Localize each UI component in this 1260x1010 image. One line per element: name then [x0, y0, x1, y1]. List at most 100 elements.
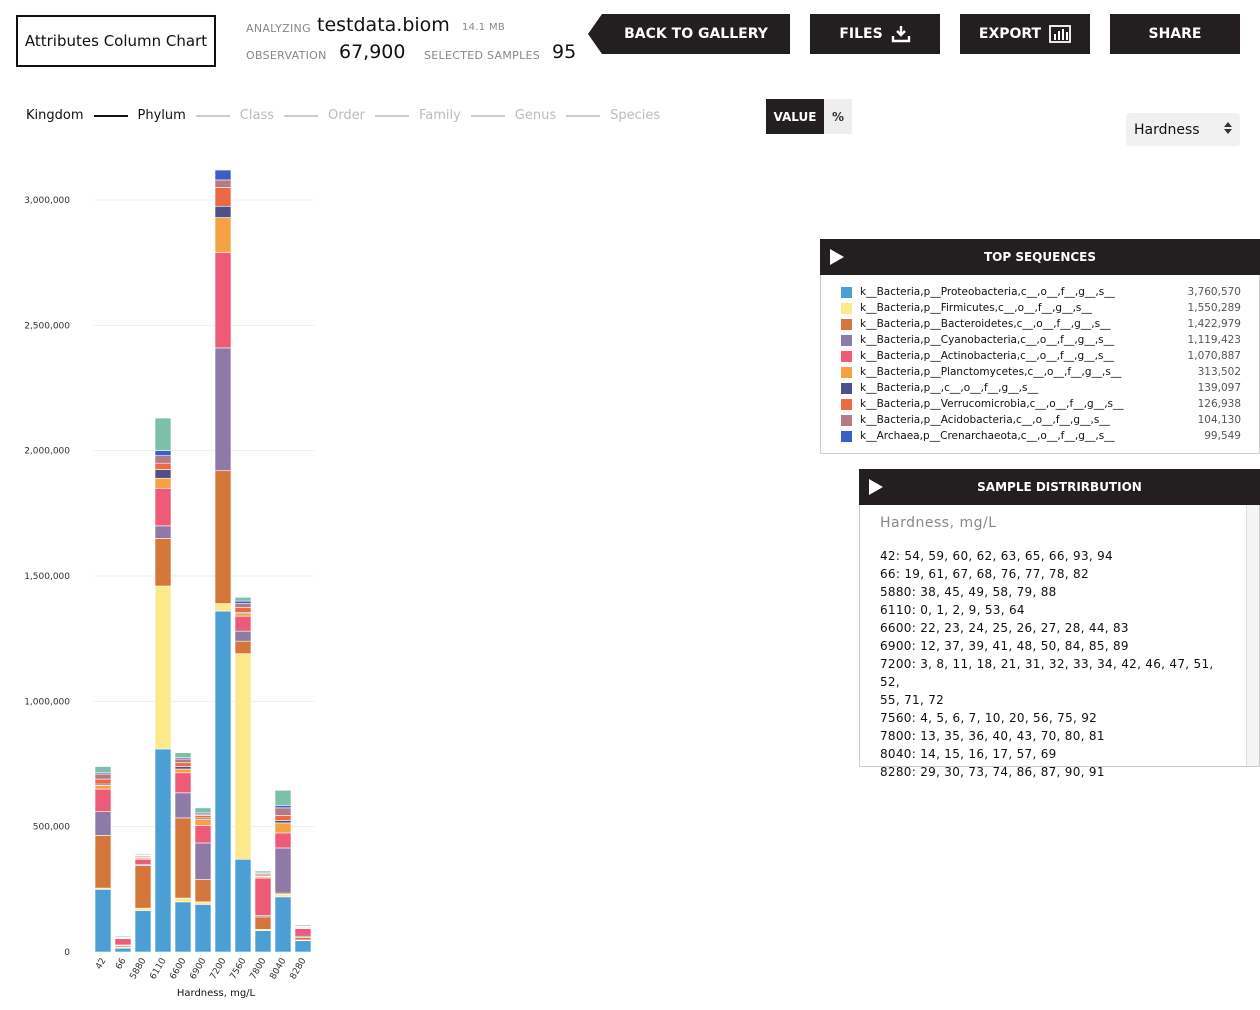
bar-segment[interactable] — [214, 217, 232, 253]
bar-segment[interactable] — [214, 603, 232, 612]
bar-segment[interactable] — [234, 615, 252, 632]
bar-segment[interactable] — [274, 896, 292, 953]
bar-segment[interactable] — [274, 807, 292, 816]
bar-segment[interactable] — [214, 170, 232, 181]
bar-segment[interactable] — [154, 469, 172, 479]
bar-segment[interactable] — [134, 907, 152, 911]
bar-segment[interactable] — [154, 748, 172, 953]
sequence-row[interactable]: k__Bacteria,p__,c__,o__,f__,g__,s__ 139,0… — [841, 380, 1241, 396]
share-button[interactable]: SHARE — [1110, 14, 1240, 54]
sequence-row[interactable]: k__Bacteria,p__Bacteroidetes,c__,o__,f__… — [841, 316, 1241, 332]
back-arrow-notch[interactable] — [588, 14, 602, 54]
sequence-row[interactable]: k__Bacteria,p__Planctomycetes,c__,o__,f_… — [841, 364, 1241, 380]
taxonomy-level-family[interactable]: Family — [418, 108, 461, 123]
bar-segment[interactable] — [154, 462, 172, 470]
bar-segment[interactable] — [134, 910, 152, 953]
bar-segment[interactable] — [194, 818, 212, 826]
bar-segment[interactable] — [214, 347, 232, 472]
bar-segment[interactable] — [234, 607, 252, 613]
bar-segment[interactable] — [254, 877, 272, 916]
sequence-row[interactable]: k__Bacteria,p__Acidobacteria,c__,o__,f__… — [841, 412, 1241, 428]
bar-segment[interactable] — [154, 538, 172, 587]
bar-segment[interactable] — [274, 790, 292, 806]
bar-segment[interactable] — [154, 487, 172, 527]
bar-segment[interactable] — [234, 640, 252, 655]
export-button[interactable]: EXPORT — [960, 14, 1090, 54]
bar-segment[interactable] — [134, 853, 152, 856]
bar-segment[interactable] — [154, 450, 172, 456]
bar-segment[interactable] — [114, 947, 132, 953]
bar-segment[interactable] — [214, 470, 232, 604]
sequence-row[interactable]: k__Archaea,p__Crenarchaeota,c__,o__,f__,… — [841, 428, 1241, 444]
taxonomy-level-kingdom[interactable]: Kingdom — [26, 108, 84, 123]
bar-segment[interactable] — [294, 940, 312, 953]
attribute-select[interactable]: Hardness — [1126, 113, 1240, 146]
bar-segment[interactable] — [254, 916, 272, 930]
bar-segment[interactable] — [114, 938, 132, 946]
bar-segment[interactable] — [194, 842, 212, 880]
bar-segment[interactable] — [274, 820, 292, 824]
bar-segment[interactable] — [114, 935, 132, 938]
top-sequences-header[interactable]: TOP SEQUENCES — [820, 239, 1260, 275]
bar-segment[interactable] — [274, 805, 292, 809]
bar-segment[interactable] — [234, 603, 252, 608]
sequence-row[interactable]: k__Bacteria,p__Actinobacteria,c__,o__,f_… — [841, 348, 1241, 364]
bar-segment[interactable] — [154, 525, 172, 539]
bar-segment[interactable] — [174, 817, 192, 899]
taxonomy-level-genus[interactable]: Genus — [514, 108, 557, 123]
value-toggle-button[interactable]: VALUE — [766, 99, 824, 134]
bar-segment[interactable] — [294, 924, 312, 927]
bar-segment[interactable] — [274, 822, 292, 834]
taxonomy-level-phylum[interactable]: Phylum — [137, 108, 186, 123]
back-to-gallery-button[interactable]: BACK TO GALLERY — [602, 14, 790, 54]
taxonomy-level-class[interactable]: Class — [239, 108, 274, 123]
bar-segment[interactable] — [134, 865, 152, 909]
bar-segment[interactable] — [274, 894, 292, 898]
sequence-row[interactable]: k__Bacteria,p__Proteobacteria,c__,o__,f_… — [841, 284, 1241, 300]
bar-segment[interactable] — [94, 778, 112, 785]
bar-segment[interactable] — [174, 768, 192, 774]
bar-segment[interactable] — [214, 610, 232, 953]
bar-segment[interactable] — [234, 613, 252, 617]
bar-segment[interactable] — [274, 847, 292, 894]
bar-segment[interactable] — [154, 455, 172, 464]
bar-segment[interactable] — [174, 752, 192, 759]
bar-segment[interactable] — [194, 807, 212, 814]
bar-segment[interactable] — [214, 205, 232, 218]
sequence-row[interactable]: k__Bacteria,p__Cyanobacteria,c__,o__,f__… — [841, 332, 1241, 348]
bar-segment[interactable] — [194, 879, 212, 903]
bar-segment[interactable] — [254, 930, 272, 953]
bar-segment[interactable] — [234, 653, 252, 860]
bar-segment[interactable] — [94, 785, 112, 790]
sequence-row[interactable]: k__Bacteria,p__Firmicutes,c__,o__,f__,g_… — [841, 300, 1241, 316]
bar-segment[interactable] — [174, 772, 192, 794]
percent-toggle-button[interactable]: % — [824, 99, 852, 134]
bar-segment[interactable] — [94, 835, 112, 889]
bar-segment[interactable] — [294, 937, 312, 941]
bar-segment[interactable] — [194, 904, 212, 953]
bar-segment[interactable] — [274, 832, 292, 849]
taxonomy-level-species[interactable]: Species — [610, 108, 661, 123]
sample-distribution-header[interactable]: SAMPLE DISTRIRBUTION — [859, 469, 1260, 505]
bar-segment[interactable] — [174, 762, 192, 767]
bar-segment[interactable] — [214, 179, 232, 188]
bar-segment[interactable] — [174, 758, 192, 764]
bar-segment[interactable] — [274, 815, 292, 821]
sequence-row[interactable]: k__Bacteria,p__Verrucomicrobia,c__,o__,f… — [841, 396, 1241, 412]
bar-segment[interactable] — [154, 585, 172, 750]
bar-segment[interactable] — [154, 477, 172, 489]
bar-segment[interactable] — [234, 597, 252, 602]
taxonomy-level-order[interactable]: Order — [328, 108, 365, 123]
bar-segment[interactable] — [174, 897, 192, 903]
bar-segment[interactable] — [294, 928, 312, 937]
bar-segment[interactable] — [194, 901, 212, 905]
bar-segment[interactable] — [214, 187, 232, 207]
bar-segment[interactable] — [174, 901, 192, 953]
scrollbar[interactable] — [1246, 505, 1259, 766]
bar-segment[interactable] — [234, 630, 252, 642]
bar-segment[interactable] — [254, 870, 272, 874]
files-button[interactable]: FILES — [810, 14, 940, 54]
bar-segment[interactable] — [174, 766, 192, 770]
bar-segment[interactable] — [194, 825, 212, 844]
bar-segment[interactable] — [234, 858, 252, 953]
